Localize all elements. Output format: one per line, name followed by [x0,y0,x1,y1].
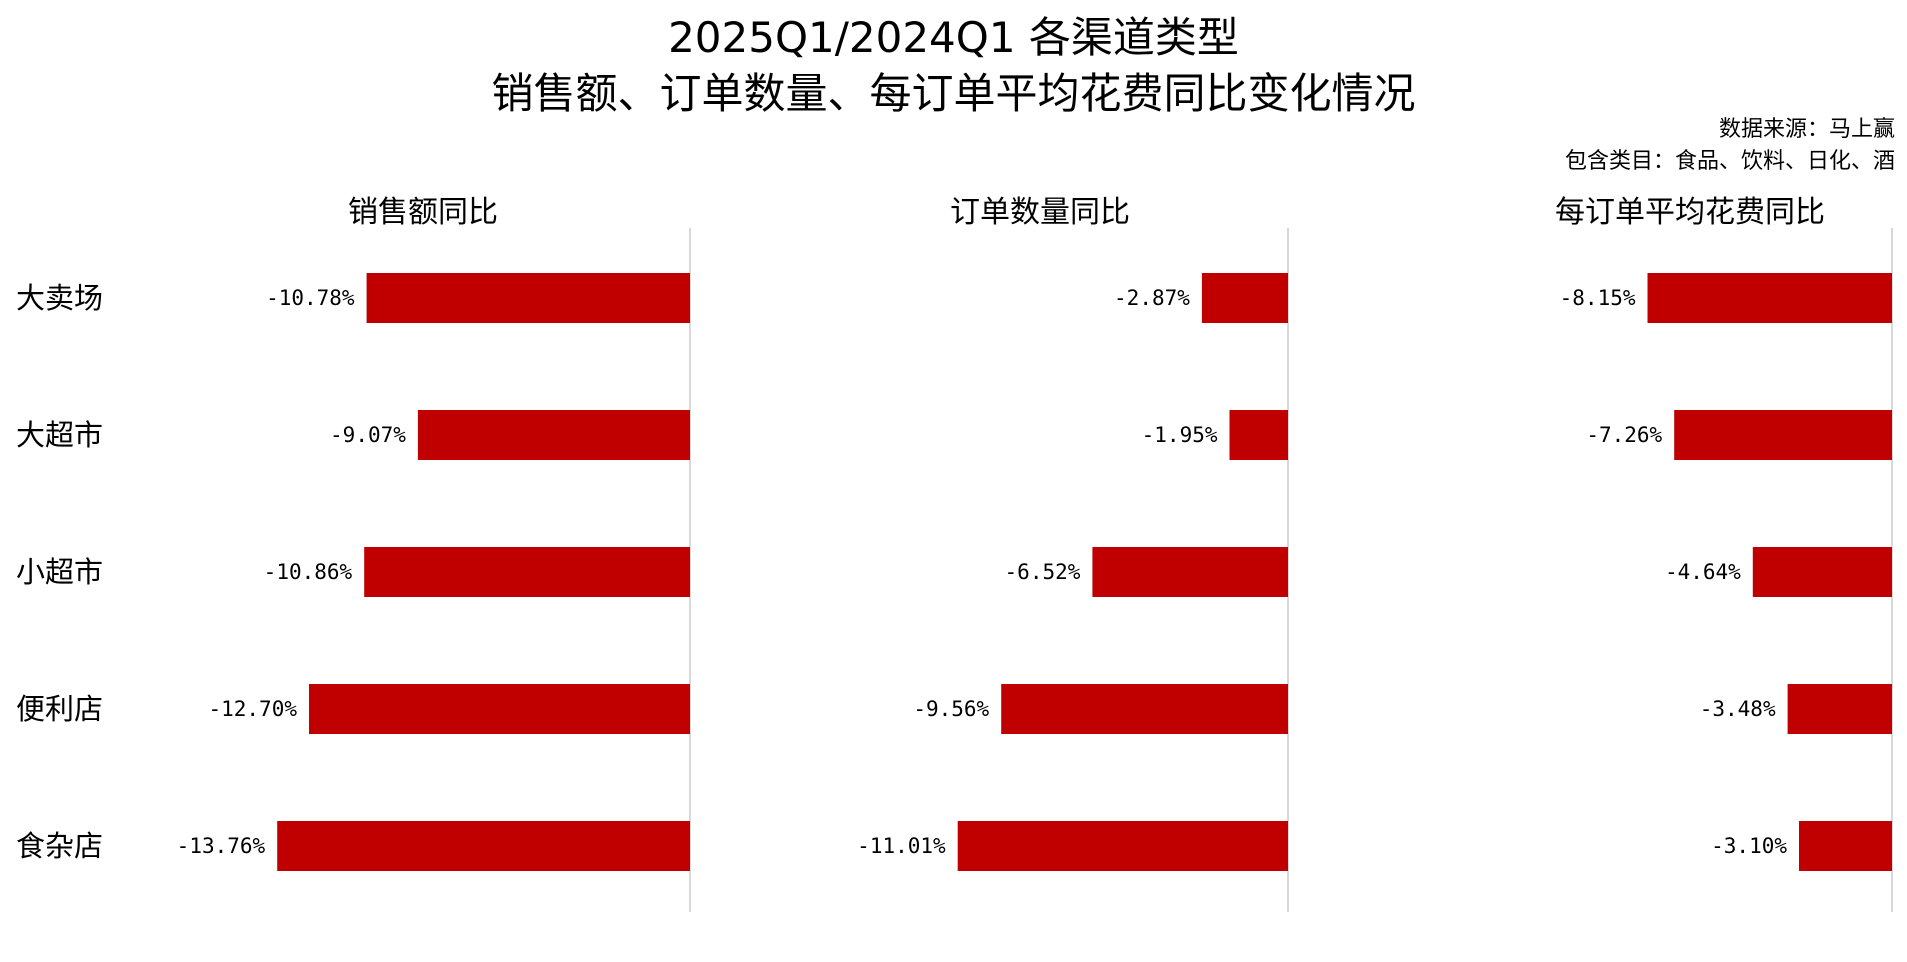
category-label: 大卖场 [16,281,103,315]
chart-title: 2025Q1/2024Q1 各渠道类型 销售额、订单数量、每订单平均花费同比变化… [0,10,1907,122]
data-label: -10.86% [264,560,353,584]
bar [1647,273,1892,323]
chart-title-line-2: 销售额、订单数量、每订单平均花费同比变化情况 [491,69,1416,118]
data-label: -6.52% [1005,560,1081,584]
data-label: -8.15% [1560,286,1636,310]
data-label: -12.70% [208,697,297,721]
bar [1092,547,1288,597]
data-label: -3.10% [1711,834,1787,858]
category-label: 食杂店 [16,829,103,863]
data-label: -11.01% [857,834,946,858]
bar [1674,410,1892,460]
bar [309,684,690,734]
panel-title: 订单数量同比 [950,195,1130,230]
bar [1001,684,1288,734]
bar [366,273,690,323]
bar [1752,547,1892,597]
category-label: 小超市 [16,555,103,589]
source-note: 数据来源：马上赢 包含类目：食品、饮料、日化、酒 [1565,114,1895,178]
bar [1229,410,1288,460]
category-scope-line: 包含类目：食品、饮料、日化、酒 [1564,149,1895,174]
bar [1799,821,1892,871]
data-label: -2.87% [1114,286,1190,310]
category-label: 便利店 [16,692,103,726]
panel-title: 销售额同比 [348,195,498,230]
bar [1787,684,1892,734]
chart-title-line-1: 2025Q1/2024Q1 各渠道类型 [668,13,1239,62]
data-label: -1.95% [1142,423,1218,447]
data-label: -9.56% [913,697,989,721]
data-label: -3.48% [1700,697,1776,721]
bar [364,547,690,597]
source-line: 数据来源：马上赢 [1718,117,1895,142]
panel-title: 每订单平均花费同比 [1555,195,1825,230]
bar [417,410,690,460]
data-label: -9.07% [330,423,406,447]
bar [957,821,1288,871]
category-label: 大超市 [16,418,103,452]
data-label: -13.76% [177,834,266,858]
bar [1201,273,1288,323]
data-label: -7.26% [1586,423,1662,447]
bar [277,821,690,871]
data-label: -10.78% [266,286,355,310]
data-label: -4.64% [1665,560,1741,584]
